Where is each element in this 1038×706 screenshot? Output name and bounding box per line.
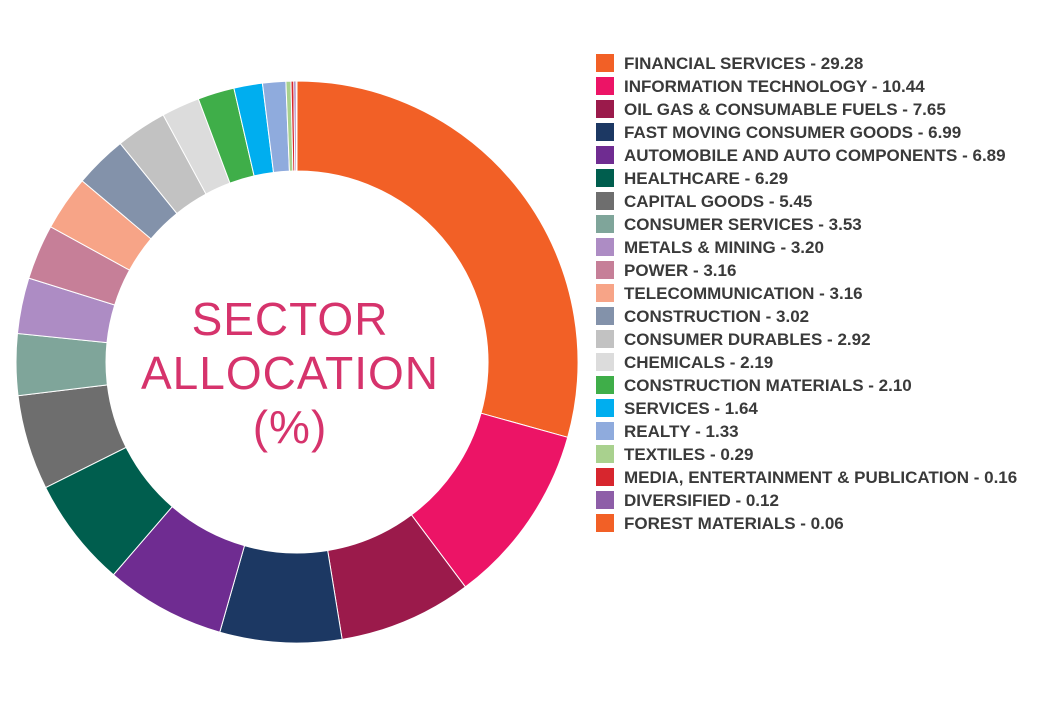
legend-swatch: [596, 123, 614, 141]
legend-label: DIVERSIFIED - 0.12: [624, 491, 779, 510]
legend-swatch: [596, 54, 614, 72]
legend-swatch: [596, 491, 614, 509]
legend-item-5: AUTOMOBILE AND AUTO COMPONENTS - 6.89: [596, 144, 1026, 167]
chart-center-title: SECTOR ALLOCATION (%): [140, 292, 440, 454]
legend-label: POWER - 3.16: [624, 261, 737, 280]
legend-item-3: OIL GAS & CONSUMABLE FUELS - 7.65: [596, 98, 1026, 121]
legend-label: METALS & MINING - 3.20: [624, 238, 824, 257]
legend-item-10: POWER - 3.16: [596, 259, 1026, 282]
legend-swatch: [596, 353, 614, 371]
legend-swatch: [596, 468, 614, 486]
legend-swatch: [596, 215, 614, 233]
legend-item-12: CONSTRUCTION - 3.02: [596, 305, 1026, 328]
legend-item-21: FOREST MATERIALS - 0.06: [596, 512, 1026, 535]
legend-item-1: FINANCIAL SERVICES - 29.28: [596, 52, 1026, 75]
legend-item-14: CHEMICALS - 2.19: [596, 351, 1026, 374]
legend-label: FINANCIAL SERVICES - 29.28: [624, 54, 864, 73]
legend-label: CAPITAL GOODS - 5.45: [624, 192, 813, 211]
donut-slices: [15, 80, 579, 644]
center-title-line-1: SECTOR: [191, 293, 389, 345]
legend-swatch: [596, 422, 614, 440]
legend-item-6: HEALTHCARE - 6.29: [596, 167, 1026, 190]
chart-legend: FINANCIAL SERVICES - 29.28 INFORMATION TE…: [596, 52, 1026, 535]
legend-label: REALTY - 1.33: [624, 422, 739, 441]
legend-swatch: [596, 514, 614, 532]
legend-label: TELECOMMUNICATION - 3.16: [624, 284, 863, 303]
legend-label: FOREST MATERIALS - 0.06: [624, 514, 844, 533]
legend-item-19: MEDIA, ENTERTAINMENT & PUBLICATION - 0.1…: [596, 466, 1026, 489]
legend-swatch: [596, 261, 614, 279]
legend-item-13: CONSUMER DURABLES - 2.92: [596, 328, 1026, 351]
legend-label: CONSTRUCTION - 3.02: [624, 307, 810, 326]
legend-label: INFORMATION TECHNOLOGY - 10.44: [624, 77, 925, 96]
legend-swatch: [596, 169, 614, 187]
legend-label: CHEMICALS - 2.19: [624, 353, 774, 372]
legend-label: TEXTILES - 0.29: [624, 445, 754, 464]
legend-swatch: [596, 307, 614, 325]
legend-label: CONSUMER SERVICES - 3.53: [624, 215, 862, 234]
donut-slice-1: [296, 80, 579, 438]
legend-item-9: METALS & MINING - 3.20: [596, 236, 1026, 259]
legend-item-7: CAPITAL GOODS - 5.45: [596, 190, 1026, 213]
donut-slice-21: [295, 80, 298, 172]
legend-item-17: REALTY - 1.33: [596, 420, 1026, 443]
legend-swatch: [596, 284, 614, 302]
legend-label: SERVICES - 1.64: [624, 399, 758, 418]
donut-slice-8: [15, 332, 108, 397]
legend-label: CONSTRUCTION MATERIALS - 2.10: [624, 376, 912, 395]
legend-swatch: [596, 238, 614, 256]
legend-item-16: SERVICES - 1.64: [596, 397, 1026, 420]
legend-swatch: [596, 77, 614, 95]
legend-swatch: [596, 192, 614, 210]
center-title-line-2: ALLOCATION: [141, 347, 439, 399]
legend-swatch: [596, 100, 614, 118]
center-title-line-3: (%): [252, 401, 328, 453]
legend-label: AUTOMOBILE AND AUTO COMPONENTS - 6.89: [624, 146, 1006, 165]
legend-item-18: TEXTILES - 0.29: [596, 443, 1026, 466]
legend-swatch: [596, 399, 614, 417]
legend-label: HEALTHCARE - 6.29: [624, 169, 789, 188]
legend-label: OIL GAS & CONSUMABLE FUELS - 7.65: [624, 100, 946, 119]
legend-item-8: CONSUMER SERVICES - 3.53: [596, 213, 1026, 236]
legend-label: FAST MOVING CONSUMER GOODS - 6.99: [624, 123, 962, 142]
sector-allocation-donut-chart: [15, 80, 579, 644]
legend-label: CONSUMER DURABLES - 2.92: [624, 330, 871, 349]
legend-item-20: DIVERSIFIED - 0.12: [596, 489, 1026, 512]
legend-item-15: CONSTRUCTION MATERIALS - 2.10: [596, 374, 1026, 397]
legend-item-2: INFORMATION TECHNOLOGY - 10.44: [596, 75, 1026, 98]
legend-swatch: [596, 146, 614, 164]
legend-label: MEDIA, ENTERTAINMENT & PUBLICATION - 0.1…: [624, 468, 1018, 487]
legend-swatch: [596, 376, 614, 394]
legend-item-4: FAST MOVING CONSUMER GOODS - 6.99: [596, 121, 1026, 144]
legend-swatch: [596, 445, 614, 463]
legend-item-11: TELECOMMUNICATION - 3.16: [596, 282, 1026, 305]
legend-swatch: [596, 330, 614, 348]
